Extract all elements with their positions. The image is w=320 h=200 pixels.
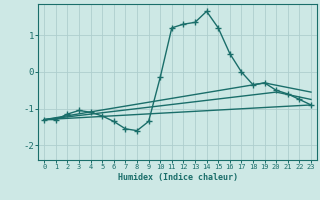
X-axis label: Humidex (Indice chaleur): Humidex (Indice chaleur)	[118, 173, 238, 182]
